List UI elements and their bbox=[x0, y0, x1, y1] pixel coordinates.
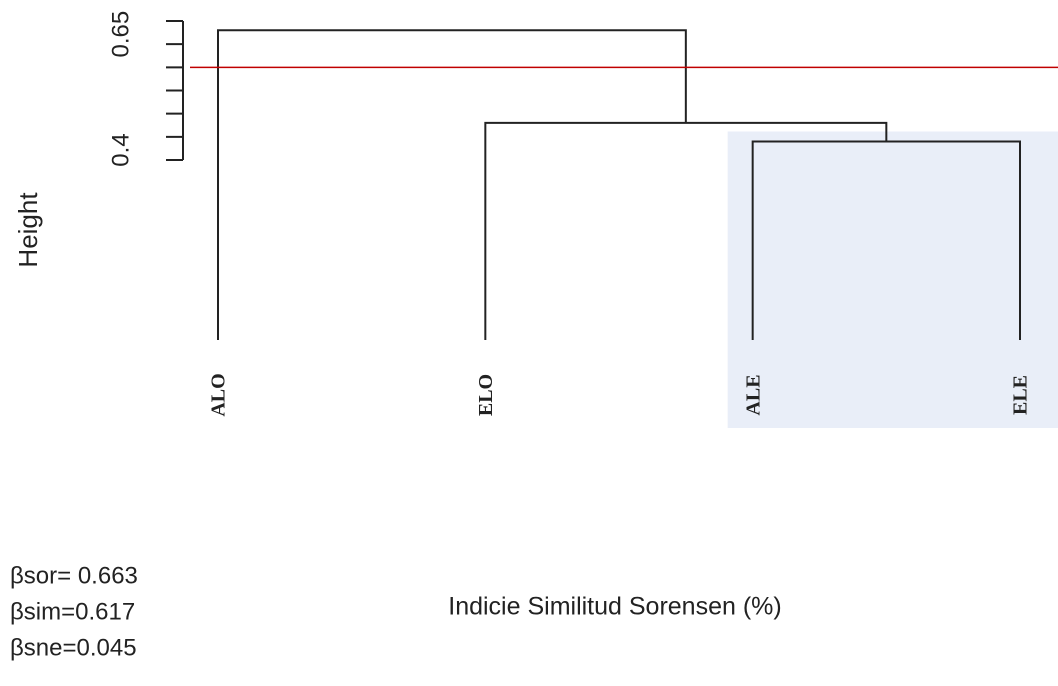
leaf-label: ELO bbox=[475, 374, 497, 416]
leaf-label: ALO bbox=[208, 373, 230, 416]
y-axis-label: Height bbox=[13, 192, 43, 268]
annotation: βsne=0.045 bbox=[10, 634, 137, 661]
dendrogram-link bbox=[217, 29, 687, 340]
annotation: βsor= 0.663 bbox=[10, 562, 138, 589]
dendrogram-link bbox=[751, 140, 1021, 340]
y-tick-label: 0.65 bbox=[107, 11, 134, 58]
x-axis-label: Indicie Similitud Sorensen (%) bbox=[448, 593, 781, 621]
leaf-label: ALE bbox=[742, 374, 764, 415]
cluster-highlight bbox=[727, 131, 1058, 428]
y-tick-label: 0.4 bbox=[107, 133, 134, 166]
leaf-label: ELE bbox=[1010, 375, 1032, 415]
annotation: βsim=0.617 bbox=[10, 598, 135, 625]
